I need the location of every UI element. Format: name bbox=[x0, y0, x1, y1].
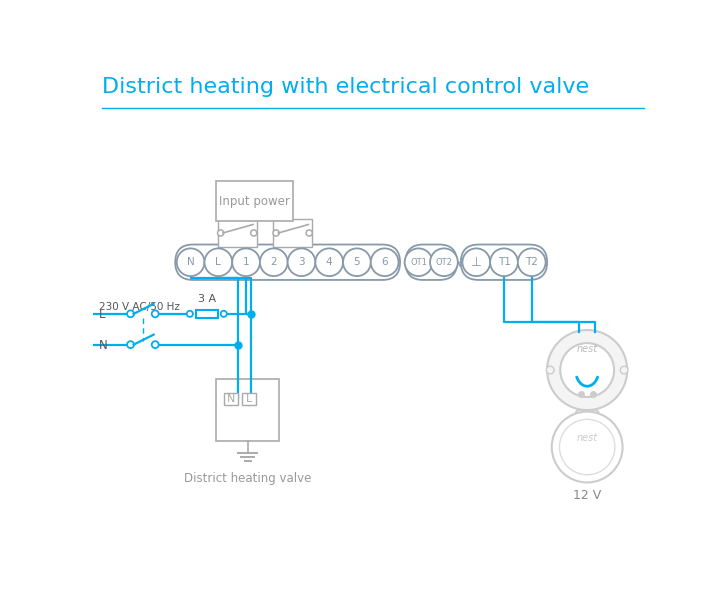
Text: T1: T1 bbox=[497, 257, 510, 267]
Circle shape bbox=[547, 330, 628, 410]
FancyBboxPatch shape bbox=[461, 245, 547, 280]
Text: nest: nest bbox=[577, 345, 598, 354]
Text: N: N bbox=[187, 257, 194, 267]
Circle shape bbox=[490, 248, 518, 276]
Text: N: N bbox=[99, 339, 108, 352]
Circle shape bbox=[151, 310, 159, 317]
FancyBboxPatch shape bbox=[216, 181, 293, 222]
Circle shape bbox=[218, 230, 223, 236]
Circle shape bbox=[343, 248, 371, 276]
Circle shape bbox=[205, 248, 232, 276]
Text: nest: nest bbox=[577, 433, 598, 443]
Text: 2: 2 bbox=[271, 257, 277, 267]
Circle shape bbox=[232, 248, 260, 276]
Text: T2: T2 bbox=[526, 257, 538, 267]
Circle shape bbox=[260, 248, 288, 276]
Text: 1: 1 bbox=[242, 257, 250, 267]
Text: L: L bbox=[215, 257, 221, 267]
Text: 12 V: 12 V bbox=[573, 489, 601, 501]
Text: ⊥: ⊥ bbox=[471, 256, 482, 268]
Circle shape bbox=[552, 412, 622, 482]
Text: Input power: Input power bbox=[219, 195, 290, 208]
Circle shape bbox=[559, 419, 615, 475]
Circle shape bbox=[561, 343, 614, 397]
Circle shape bbox=[127, 310, 134, 317]
Text: OT1: OT1 bbox=[410, 258, 427, 267]
Circle shape bbox=[127, 341, 134, 348]
Text: 6: 6 bbox=[381, 257, 388, 267]
Circle shape bbox=[177, 248, 205, 276]
FancyBboxPatch shape bbox=[242, 393, 256, 406]
Circle shape bbox=[273, 230, 279, 236]
Text: L: L bbox=[246, 394, 253, 405]
Circle shape bbox=[405, 248, 432, 276]
FancyBboxPatch shape bbox=[196, 310, 218, 318]
Circle shape bbox=[306, 230, 312, 236]
Text: OT2: OT2 bbox=[435, 258, 452, 267]
Circle shape bbox=[288, 248, 315, 276]
Circle shape bbox=[518, 248, 545, 276]
FancyBboxPatch shape bbox=[218, 219, 257, 247]
FancyBboxPatch shape bbox=[223, 393, 237, 406]
Circle shape bbox=[430, 248, 458, 276]
FancyBboxPatch shape bbox=[576, 410, 598, 424]
Circle shape bbox=[250, 230, 257, 236]
Circle shape bbox=[620, 366, 628, 374]
Text: 5: 5 bbox=[354, 257, 360, 267]
Circle shape bbox=[187, 311, 193, 317]
Text: 3: 3 bbox=[298, 257, 305, 267]
FancyBboxPatch shape bbox=[405, 245, 457, 280]
Text: N: N bbox=[226, 394, 235, 405]
Text: L: L bbox=[99, 308, 106, 321]
Circle shape bbox=[221, 311, 227, 317]
Text: District heating valve: District heating valve bbox=[184, 472, 312, 485]
Text: 3 A: 3 A bbox=[197, 293, 215, 304]
Circle shape bbox=[315, 248, 343, 276]
Circle shape bbox=[151, 341, 159, 348]
Circle shape bbox=[371, 248, 398, 276]
FancyBboxPatch shape bbox=[273, 219, 312, 247]
Text: District heating with electrical control valve: District heating with electrical control… bbox=[102, 77, 589, 97]
Text: 230 V AC/50 Hz: 230 V AC/50 Hz bbox=[99, 302, 180, 312]
Text: 4: 4 bbox=[326, 257, 333, 267]
Circle shape bbox=[462, 248, 490, 276]
Circle shape bbox=[546, 366, 554, 374]
FancyBboxPatch shape bbox=[216, 380, 279, 441]
FancyBboxPatch shape bbox=[175, 245, 400, 280]
